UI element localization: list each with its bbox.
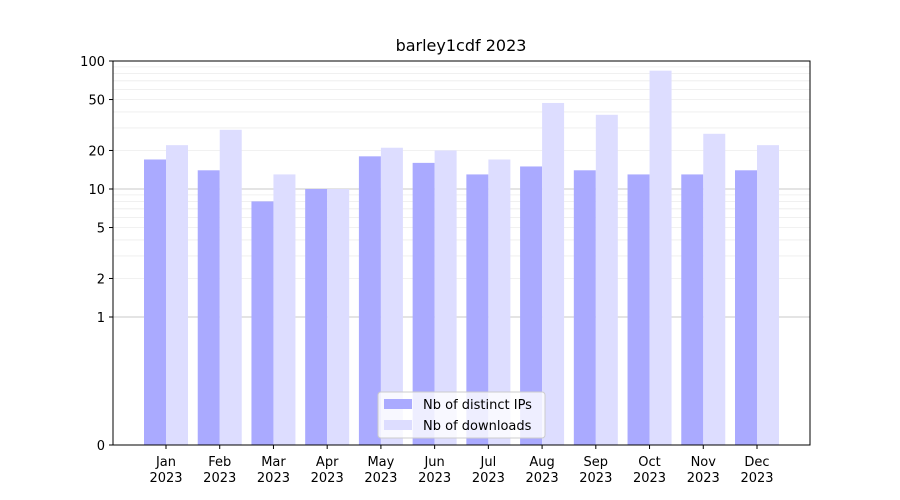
legend-swatch-downloads bbox=[384, 420, 412, 430]
y-axis: 0 1 2 5 10 20 50 100 bbox=[80, 55, 113, 454]
x-tick-label-month: Sep bbox=[584, 455, 609, 470]
bar-distinct-ips-jun bbox=[412, 162, 435, 446]
x-tick-label-year: 2023 bbox=[203, 471, 236, 486]
x-tick-label-month: Mar bbox=[261, 455, 286, 470]
x-tick-label-year: 2023 bbox=[257, 471, 290, 486]
bar-downloads-oct bbox=[649, 70, 672, 445]
bar-downloads-jul bbox=[488, 159, 511, 445]
x-tick-label-month: Jun bbox=[423, 455, 444, 470]
axes-frame bbox=[112, 60, 811, 446]
x-tick-label-year: 2023 bbox=[472, 471, 505, 486]
bar-downloads-feb bbox=[219, 129, 242, 445]
bar-downloads-mar bbox=[273, 174, 296, 445]
bar-distinct-ips-dec bbox=[735, 170, 757, 446]
x-tick-label-month: May bbox=[367, 455, 394, 470]
bars-layer bbox=[144, 70, 779, 446]
y-tick-label: 50 bbox=[88, 94, 105, 109]
bar-downloads-apr bbox=[327, 189, 350, 445]
bar-distinct-ips-jan bbox=[144, 159, 166, 445]
bar-downloads-jun bbox=[434, 150, 457, 446]
bar-distinct-ips-feb bbox=[197, 170, 220, 446]
bar-downloads-dec bbox=[757, 145, 779, 445]
legend-label-distinct-ips: Nb of distinct IPs bbox=[423, 398, 532, 413]
bar-distinct-ips-oct bbox=[627, 174, 650, 445]
legend-frame bbox=[377, 391, 546, 439]
x-tick-label-year: 2023 bbox=[311, 471, 344, 486]
x-tick-label-year: 2023 bbox=[418, 471, 451, 486]
x-axis: Jan2023Feb2023Mar2023Apr2023May2023Jun20… bbox=[149, 445, 774, 486]
bar-distinct-ips-aug bbox=[520, 166, 543, 445]
x-tick-label-year: 2023 bbox=[740, 471, 773, 486]
x-tick-label-year: 2023 bbox=[526, 471, 559, 486]
legend-swatch-distinct-ips bbox=[384, 399, 412, 409]
legend: Nb of distinct IPs Nb of downloads bbox=[377, 391, 546, 439]
x-tick-label-year: 2023 bbox=[149, 471, 182, 486]
x-tick-label-month: Jul bbox=[480, 455, 497, 470]
x-tick-label-month: Jan bbox=[155, 455, 176, 470]
x-tick-label-month: Feb bbox=[208, 455, 231, 470]
legend-label-downloads: Nb of downloads bbox=[423, 419, 532, 434]
y-tick-label: 1 bbox=[97, 311, 105, 326]
y-tick-label: 100 bbox=[80, 55, 105, 70]
bar-downloads-sep bbox=[595, 114, 618, 446]
bar-distinct-ips-may bbox=[358, 156, 381, 445]
bar-downloads-aug bbox=[542, 102, 565, 446]
x-tick-label-year: 2023 bbox=[633, 471, 666, 486]
y-tick-label: 5 bbox=[97, 222, 105, 237]
y-tick-label: 0 bbox=[97, 439, 105, 454]
bar-distinct-ips-sep bbox=[573, 170, 596, 446]
y-tick-label: 20 bbox=[88, 144, 105, 159]
y-tick-label: 10 bbox=[88, 183, 105, 198]
bar-downloads-jan bbox=[166, 145, 188, 445]
x-tick-label-month: Nov bbox=[691, 455, 717, 470]
bar-distinct-ips-nov bbox=[681, 174, 704, 445]
x-tick-label-month: Aug bbox=[529, 455, 554, 470]
x-tick-label-month: Apr bbox=[316, 455, 339, 470]
y-tick-label: 2 bbox=[97, 272, 105, 287]
x-tick-label-year: 2023 bbox=[579, 471, 612, 486]
bar-distinct-ips-jul bbox=[466, 174, 489, 445]
bar-distinct-ips-apr bbox=[305, 189, 328, 445]
chart-title: barley1cdf 2023 bbox=[396, 36, 527, 55]
x-tick-label-month: Oct bbox=[638, 455, 660, 470]
x-tick-label-month: Dec bbox=[744, 455, 769, 470]
bar-downloads-nov bbox=[703, 133, 726, 445]
x-tick-label-year: 2023 bbox=[364, 471, 397, 486]
x-tick-label-year: 2023 bbox=[687, 471, 720, 486]
bar-distinct-ips-mar bbox=[251, 201, 274, 445]
bar-downloads-may bbox=[380, 147, 403, 446]
